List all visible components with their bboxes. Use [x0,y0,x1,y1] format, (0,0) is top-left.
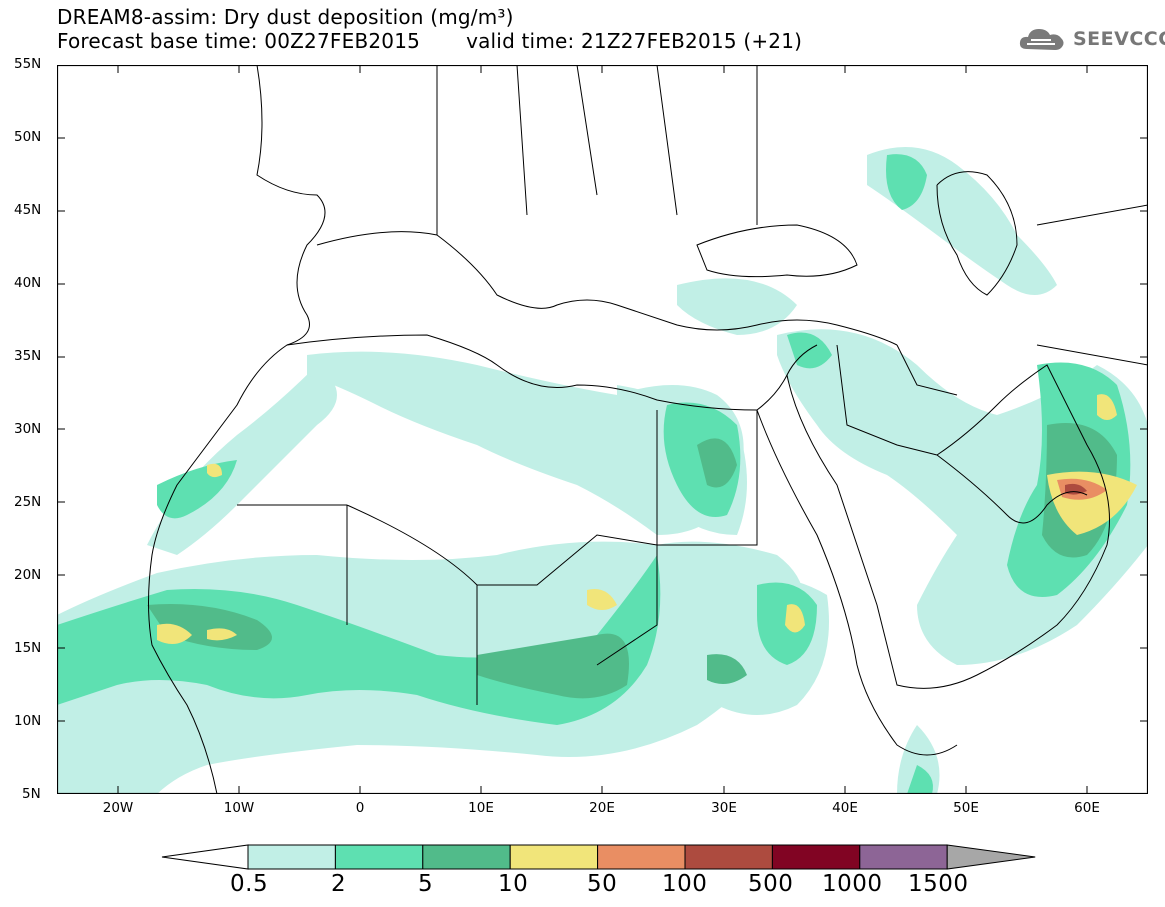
dust-area-medium [886,154,927,210]
lat-label: 15N [14,640,42,656]
mediterranean-north-coast [316,231,898,346]
valid-time: valid time: 21Z27FEB2015 (+21) [466,29,803,53]
logo-text: SEEVCCC [1073,28,1165,50]
lon-label: 20E [589,800,615,816]
lon-label: 10E [468,800,494,816]
colorbar-swatch [859,844,948,870]
colorbar-label: 5 [418,871,434,897]
axis-ticks [57,65,1148,794]
seevccc-logo: SEEVCCC [1017,24,1165,54]
map-border [57,65,1148,794]
persian-gulf [936,454,1088,524]
colorbar-swatch [247,844,336,870]
dust-area-dark [697,438,737,488]
colorbar-label: 10 [498,871,529,897]
caspian-sea [936,171,1018,296]
lon-label: 30E [711,800,737,816]
dust-area-yellow [1097,394,1117,420]
colorbar-swatch [771,844,861,870]
dust-area-yellow [587,589,617,610]
colorbar-label: 1500 [908,871,969,897]
lon-label: 60E [1074,800,1100,816]
lon-label: 50E [953,800,979,816]
forecast-base-time: Forecast base time: 00Z27FEB2015 [57,29,421,53]
lat-label: 35N [14,348,42,364]
dust-area-medium [907,765,933,794]
lon-label: 0 [355,800,365,816]
dust-area-light [677,278,797,335]
lat-label: 45N [14,202,42,218]
coastlines [148,65,1148,794]
west-africa-coast [148,65,326,794]
colorbar-swatch [422,844,511,870]
lat-label: 40N [14,275,42,291]
colorbar-swatch [334,844,424,870]
colorbar [161,844,1036,870]
mediterranean-south-coast [286,334,818,411]
lat-label: 50N [14,129,42,145]
lon-label: 20W [102,800,134,816]
lat-label: 25N [14,494,42,510]
black-sea [696,224,858,278]
colorbar-swatches [161,844,1036,870]
lon-label: 40E [832,800,858,816]
dust-area-yellow [157,623,192,644]
lon-label: 10W [223,800,255,816]
europe-interior [436,65,758,235]
lat-label: 55N [14,56,42,72]
dust-area-dark [477,633,629,699]
dust-area-yellow [207,628,237,641]
colorbar-swatch [509,844,599,870]
colorbar-swatch [161,844,249,870]
dust-area-yellow [207,463,222,478]
colorbar-label: 2 [331,871,347,897]
lat-label: 20N [14,567,42,583]
colorbar-swatch [597,844,686,870]
lat-label: 5N [22,786,41,802]
middle-east-borders [836,204,1148,456]
colorbar-label: 500 [748,871,794,897]
colorbar-label: 1000 [822,871,883,897]
map-title: DREAM8-assim: Dry dust deposition (mg/m³… [57,5,514,29]
lat-label: 30N [14,421,42,437]
colorbar-label: 0.5 [230,871,269,897]
africa-borders [237,410,758,705]
colorbar-label: 50 [587,871,618,897]
dust-area-yellow [785,604,805,633]
dust-shading [57,147,1148,794]
red-sea-west-coast [756,409,958,756]
lat-label: 10N [14,713,42,729]
colorbar-swatch [946,844,1036,870]
dust-deposition-map [57,65,1148,794]
cloud-icon [1019,29,1064,50]
arabia-coast [786,364,1110,689]
map-subtitle: Forecast base time: 00Z27FEB2015 valid ti… [57,29,802,53]
dust-area-dark [707,654,747,684]
colorbar-label: 100 [662,871,708,897]
colorbar-swatch [684,844,773,870]
